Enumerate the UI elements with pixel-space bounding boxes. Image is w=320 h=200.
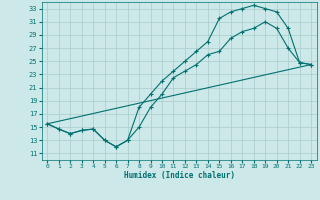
X-axis label: Humidex (Indice chaleur): Humidex (Indice chaleur) [124, 171, 235, 180]
